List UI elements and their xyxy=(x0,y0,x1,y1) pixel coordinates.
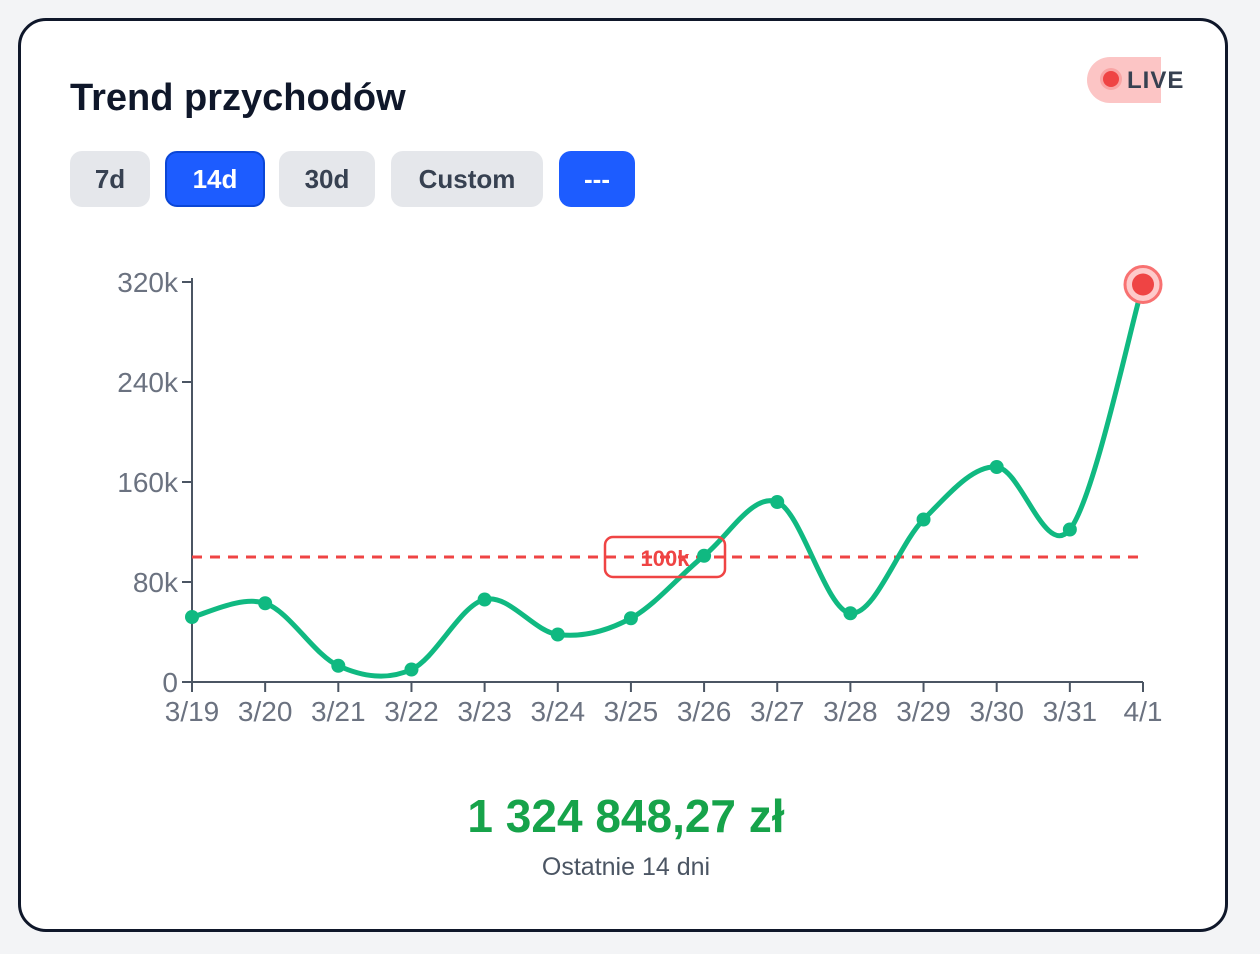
threshold-label: 100k xyxy=(641,546,691,571)
period-caption: Ostatnie 14 dni xyxy=(541,853,711,881)
data-point xyxy=(989,460,1004,474)
range-more-button[interactable]: --- xyxy=(559,151,635,207)
revenue-line-chart: 0 80k 160k 240k 320k 3/19 3/20 3/21 3/22 3/23 3/24… xyxy=(117,265,1163,727)
x-tick-label: 3/31 xyxy=(1043,696,1098,727)
x-tick-label: 3/28 xyxy=(823,696,878,727)
data-point xyxy=(697,548,712,563)
data-point xyxy=(1062,522,1077,537)
threshold-label-box xyxy=(603,535,727,579)
data-point xyxy=(623,611,638,626)
x-tick-label: 3/26 xyxy=(677,696,732,727)
y-tick-label: 0 xyxy=(162,667,178,698)
live-label: LIVE xyxy=(1127,67,1185,94)
data-point xyxy=(331,658,346,673)
series-line xyxy=(189,282,1146,679)
y-tick-label: 320k xyxy=(117,267,179,298)
y-tick-label: 80k xyxy=(133,567,179,598)
last-data-point xyxy=(1132,273,1154,296)
card-title: Trend przychodów xyxy=(70,77,406,119)
data-point xyxy=(550,627,565,642)
x-tick-label: 3/21 xyxy=(311,696,366,727)
x-tick-label: 3/22 xyxy=(384,696,439,727)
range-30d-button[interactable]: 30d xyxy=(279,151,375,207)
revenue-card: Trend przychodów LIVE 7d 14d 30d Custom … xyxy=(18,18,1228,932)
range-custom-button[interactable]: Custom xyxy=(391,151,543,207)
y-tick-label: 160k xyxy=(117,467,179,498)
x-tick-label: 3/20 xyxy=(238,696,293,727)
x-tick-label: 3/29 xyxy=(896,696,951,727)
x-tick-label: 3/19 xyxy=(165,696,220,727)
x-tick-label: 3/27 xyxy=(750,696,805,727)
x-tick-label: 3/24 xyxy=(531,696,586,727)
total-revenue: 1 324 848,27 zł xyxy=(467,790,785,842)
x-tick-label: 3/25 xyxy=(604,696,659,727)
x-tick-label: 4/1 xyxy=(1124,696,1163,727)
data-point xyxy=(185,610,199,624)
live-badge xyxy=(1087,57,1161,103)
y-tick-label: 240k xyxy=(117,367,179,398)
data-point xyxy=(843,606,858,621)
live-dot-icon xyxy=(1103,71,1119,87)
x-tick-label: 3/23 xyxy=(457,696,512,727)
data-point xyxy=(916,512,931,527)
x-tick-label: 3/30 xyxy=(969,696,1024,727)
data-point xyxy=(477,592,492,607)
data-point xyxy=(404,662,419,677)
range-14d-button[interactable]: 14d xyxy=(165,151,265,207)
data-point xyxy=(258,596,273,611)
range-7d-button[interactable]: 7d xyxy=(70,151,150,207)
data-point xyxy=(770,495,785,509)
